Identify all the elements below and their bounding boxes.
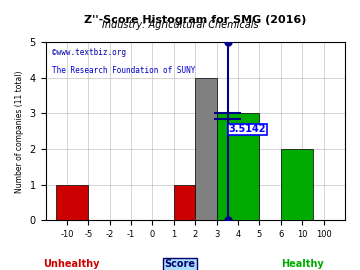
Text: The Research Foundation of SUNY: The Research Foundation of SUNY — [51, 66, 195, 75]
Text: Unhealthy: Unhealthy — [43, 259, 100, 269]
Text: ©www.textbiz.org: ©www.textbiz.org — [51, 48, 126, 57]
Y-axis label: Number of companies (11 total): Number of companies (11 total) — [15, 70, 24, 193]
Bar — [174, 185, 195, 220]
Text: Score: Score — [165, 259, 195, 269]
Bar — [56, 185, 88, 220]
Text: 3.5142: 3.5142 — [229, 124, 266, 134]
Text: Industry: Agricultural Chemicals: Industry: Agricultural Chemicals — [102, 20, 258, 30]
Text: Healthy: Healthy — [281, 259, 324, 269]
Bar — [195, 78, 217, 220]
Bar — [281, 149, 313, 220]
Title: Z''-Score Histogram for SMG (2016): Z''-Score Histogram for SMG (2016) — [84, 15, 306, 25]
Bar — [217, 113, 260, 220]
